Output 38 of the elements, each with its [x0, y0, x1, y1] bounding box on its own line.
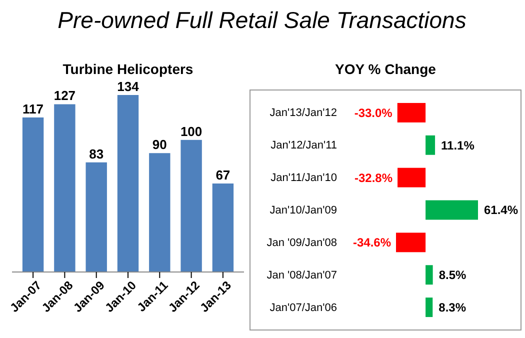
data-label: 83 — [89, 146, 104, 162]
y-tick-label: Jan'10/Jan'09 — [270, 204, 337, 217]
data-label: -32.8% — [354, 170, 393, 185]
bar — [22, 117, 44, 272]
y-tick-label: Jan '08/Jan'07 — [266, 269, 337, 282]
y-tick-label: Jan'12/Jan'11 — [270, 140, 337, 152]
data-label: 127 — [54, 88, 76, 104]
data-label: 8.5% — [438, 268, 466, 282]
bar — [212, 184, 234, 272]
bar — [426, 200, 478, 220]
bar — [397, 102, 426, 122]
data-label: 11.1% — [441, 138, 475, 152]
data-label: 100 — [180, 124, 202, 139]
bar — [426, 298, 433, 318]
bar — [426, 265, 433, 285]
bar — [396, 232, 426, 252]
bar — [180, 140, 202, 272]
bar — [117, 95, 139, 272]
bar — [54, 104, 76, 272]
data-label: 117 — [22, 101, 44, 116]
y-tick-label: Jan'07/Jan'06 — [270, 302, 337, 314]
chart-title: YOY % Change — [335, 61, 436, 77]
chart-title: Pre-owned Full Retail Sale Transactions — [58, 7, 467, 33]
y-tick-label: Jan'11/Jan'10 — [270, 172, 337, 184]
data-label: -33.0% — [354, 106, 393, 120]
bar — [149, 153, 170, 272]
data-label: -34.6% — [352, 236, 392, 250]
y-tick-label: Jan'13/Jan'12 — [270, 107, 337, 120]
data-label: 90 — [152, 137, 167, 152]
chart-subtitle: Turbine Helicopters — [62, 61, 194, 77]
y-tick-label: Jan '09/Jan'08 — [266, 236, 337, 249]
data-label: 67 — [216, 168, 230, 182]
bar — [398, 168, 426, 188]
bar — [86, 162, 107, 272]
data-label: 134 — [117, 79, 140, 94]
bar — [426, 135, 436, 155]
data-label: 8.3% — [438, 300, 466, 314]
data-label: 61.4% — [484, 203, 518, 218]
